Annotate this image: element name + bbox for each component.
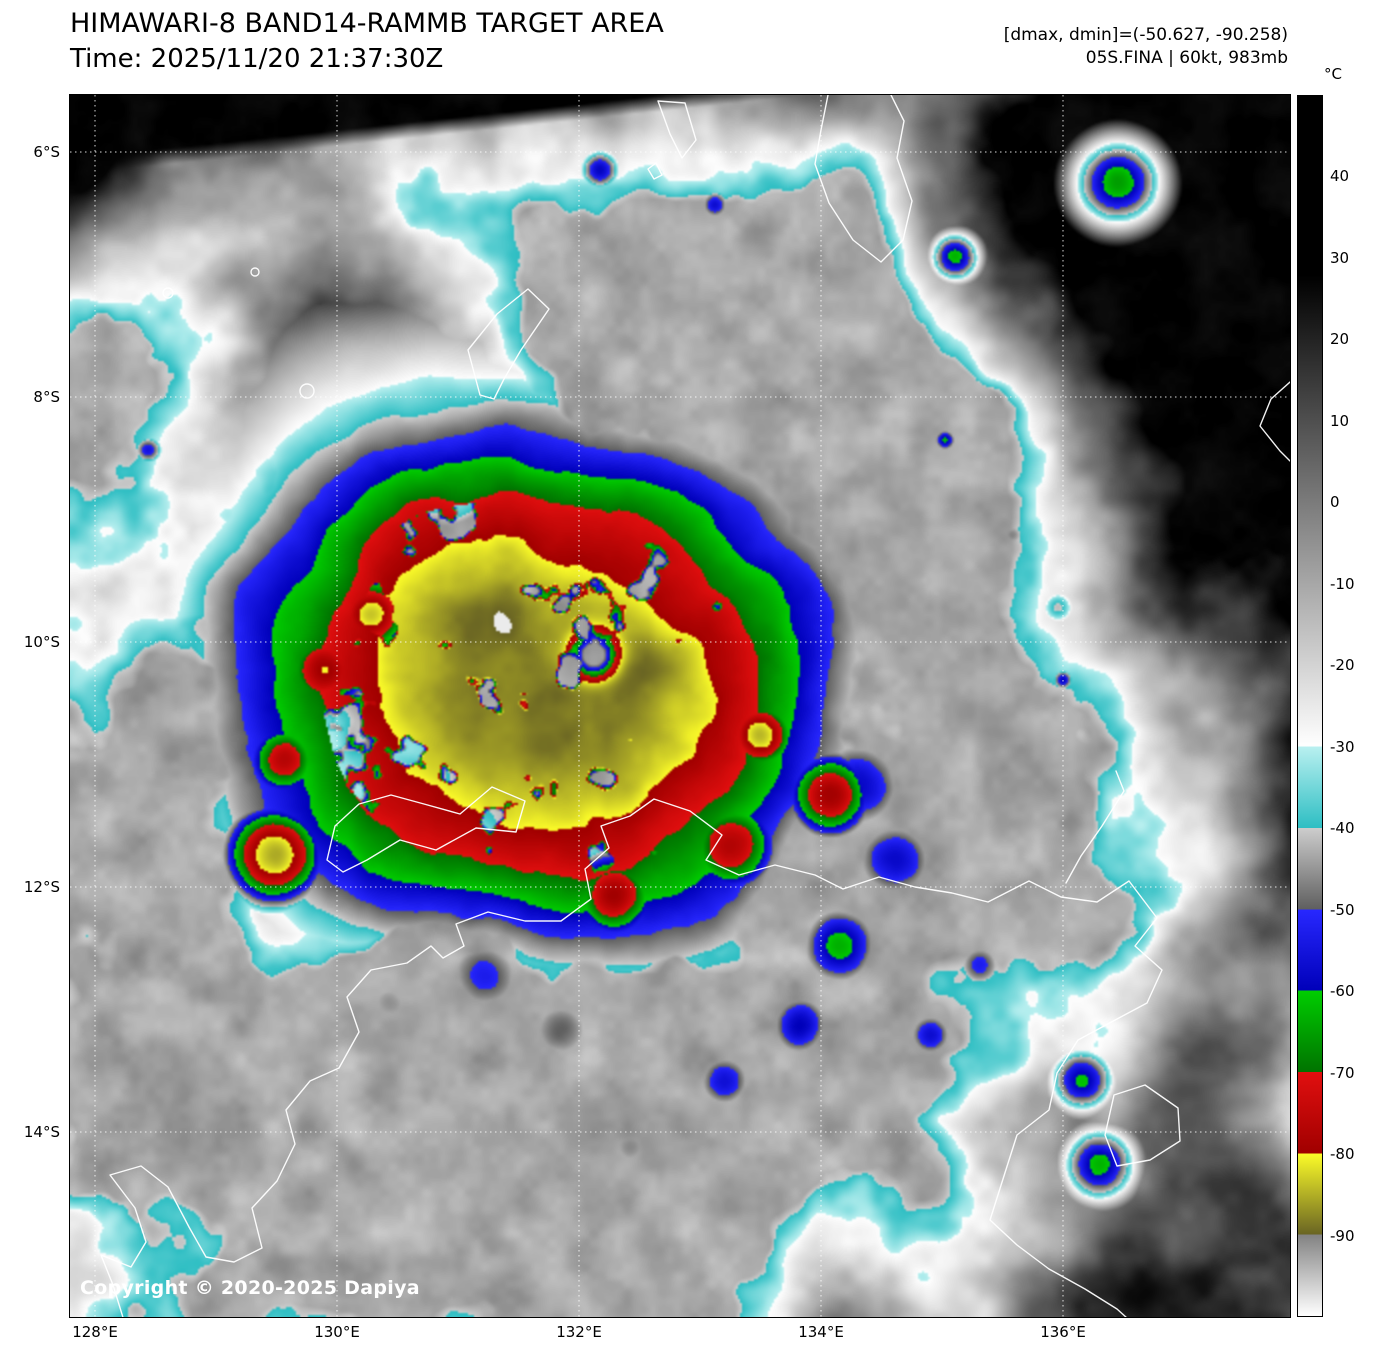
latitude-tick-label: 6°S <box>33 143 60 161</box>
latitude-tick-label: 10°S <box>23 633 60 651</box>
storm-id-intensity: 05S.FINA | 60kt, 983mb <box>1085 48 1288 68</box>
coastline-wessel-islands <box>1065 770 1125 884</box>
colorbar-tick-label: -20 <box>1330 656 1355 675</box>
coastlines <box>100 95 1290 1317</box>
colorbar-tick-label: -50 <box>1330 900 1355 919</box>
colorbar-unit-label: °C <box>1324 65 1342 83</box>
longitude-tick-label: 130°E <box>314 1323 360 1341</box>
colorbar-tick-label: 30 <box>1330 248 1350 267</box>
temperature-colorbar: °C 40 30 20 10 0 -10 -20 -30 -40 -50 -60 -70 -80 -90 <box>1297 65 1355 1317</box>
longitude-tick-label: 128°E <box>72 1323 118 1341</box>
product-title: HIMAWARI-8 BAND14-RAMMB TARGET AREA <box>70 8 664 39</box>
longitude-tick-label: 134°E <box>798 1323 844 1341</box>
longitude-axis: 128°E 130°E 132°E 134°E 136°E <box>70 1319 1290 1349</box>
colorbar-tick-label: -40 <box>1330 819 1355 838</box>
longitude-tick-label: 136°E <box>1040 1323 1086 1341</box>
latitude-tick-label: 8°S <box>33 388 60 406</box>
coastline-tanimbar-islands <box>467 288 550 400</box>
dmax-dmin-readout: [dmax, dmin]=(-50.627, -90.258) <box>1003 25 1288 45</box>
product-timestamp: Time: 2025/11/20 21:37:30Z <box>70 44 444 74</box>
colorbar-tick-label: 40 <box>1330 167 1350 186</box>
colorbar-tick-label: -60 <box>1330 982 1355 1001</box>
satellite-ir-image <box>70 95 1290 1317</box>
colorbar-tick-label: 10 <box>1330 411 1350 430</box>
header-info-block: [dmax, dmin]=(-50.627, -90.258) 05S.FINA… <box>1004 24 1288 70</box>
latitude-tick-label: 12°S <box>23 878 60 896</box>
coastline-new-guinea-coast <box>1259 381 1290 462</box>
coastline-tiwi-islands <box>326 786 526 873</box>
colorbar-tick-label: -80 <box>1330 1145 1355 1164</box>
colorbar-tick-label: -70 <box>1330 1063 1355 1082</box>
latitude-tick-label: 14°S <box>23 1123 60 1141</box>
coastline-damar-island <box>162 287 174 299</box>
colorbar-gradient-bar <box>1297 95 1323 1317</box>
colorbar-tick-label: 0 <box>1330 493 1340 512</box>
colorbar-tick-label: -90 <box>1330 1226 1355 1245</box>
coastline-groote-eylandt <box>1104 1084 1181 1167</box>
colorbar-tick-label: 20 <box>1330 330 1350 349</box>
copyright-label: Copyright © 2020-2025 Dapiya <box>80 1277 420 1299</box>
latitude-axis: 6°S 8°S 10°S 12°S 14°S <box>0 95 64 1317</box>
colorbar-tick-label: -30 <box>1330 737 1355 756</box>
coastline-kai-islands <box>647 100 697 180</box>
map-overlay <box>70 95 1290 1317</box>
graticule-gridlines <box>70 95 1290 1317</box>
colorbar-tick-labels: 40 30 20 10 0 -10 -20 -30 -40 -50 -60 -70 -80 -90 <box>1330 95 1384 1317</box>
satellite-map-area: Copyright © 2020-2025 Dapiya <box>69 94 1291 1318</box>
colorbar-tick-label: -10 <box>1330 574 1355 593</box>
longitude-tick-label: 132°E <box>556 1323 602 1341</box>
coastline-aru-islands <box>814 95 913 263</box>
coastline-nila-island <box>250 267 260 277</box>
coastline-australia-mainland <box>100 798 1163 1317</box>
coastline-babar-island <box>299 383 315 399</box>
